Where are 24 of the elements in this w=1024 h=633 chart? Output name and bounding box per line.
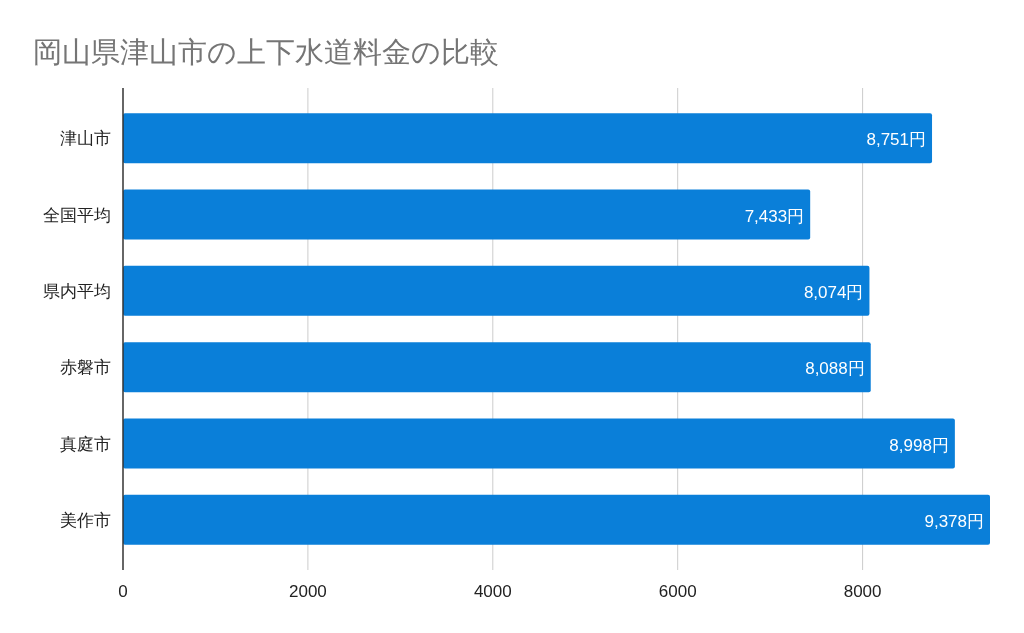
y-tick-label: 真庭市 <box>60 434 111 454</box>
y-tick-label: 県内平均 <box>43 281 111 301</box>
x-tick-label: 4000 <box>473 582 512 601</box>
y-tick-label: 津山市 <box>60 129 111 149</box>
x-tick-label: 0 <box>118 582 128 601</box>
data-label: 7,433円 <box>744 206 805 226</box>
bar <box>123 113 933 164</box>
y-tick-label: 赤磐市 <box>60 358 111 378</box>
bar <box>123 418 955 469</box>
data-label: 8,751円 <box>866 130 927 150</box>
data-label: 8,074円 <box>803 282 864 302</box>
bar <box>123 265 870 316</box>
bar <box>123 189 811 240</box>
x-tick-label: 8000 <box>843 582 882 601</box>
x-tick-label: 6000 <box>658 582 697 601</box>
x-tick-label: 2000 <box>288 582 327 601</box>
bar <box>123 494 990 545</box>
data-label: 8,088円 <box>805 359 865 379</box>
y-tick-label: 美作市 <box>60 510 111 530</box>
y-tick-label: 全国平均 <box>43 205 111 225</box>
data-label: 8,998円 <box>889 435 949 455</box>
bar <box>123 342 871 393</box>
data-label: 9,378円 <box>924 511 984 531</box>
chart-title: 岡山県津山市の上下水道料金の比較 <box>33 36 499 68</box>
